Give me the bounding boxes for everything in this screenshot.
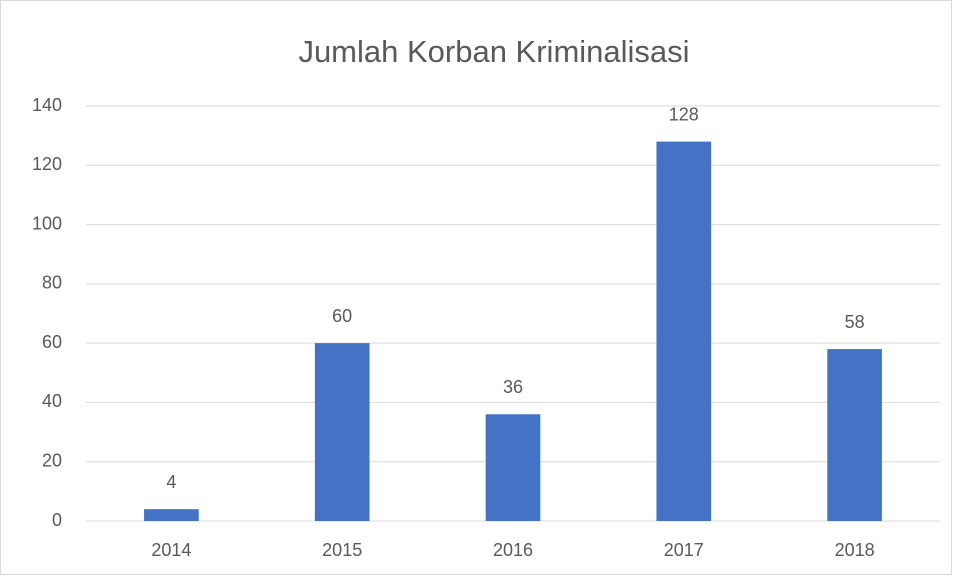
- data-label: 58: [845, 312, 865, 332]
- y-tick-label: 80: [42, 273, 62, 293]
- data-label: 4: [166, 472, 176, 492]
- data-label: 60: [332, 306, 352, 326]
- y-tick-label: 100: [32, 213, 62, 233]
- x-tick-label: 2017: [664, 540, 704, 560]
- bar: [827, 349, 882, 521]
- y-tick-label: 120: [32, 154, 62, 174]
- y-tick-label: 0: [52, 510, 62, 530]
- x-tick-label: 2016: [493, 540, 533, 560]
- y-tick-label: 60: [42, 332, 62, 352]
- y-tick-label: 20: [42, 450, 62, 470]
- bar: [144, 509, 199, 521]
- x-tick-label: 2018: [835, 540, 875, 560]
- bar: [485, 414, 541, 521]
- bar: [656, 141, 712, 522]
- data-label: 128: [669, 104, 699, 124]
- data-label: 36: [503, 377, 523, 397]
- chart-title: Jumlah Korban Kriminalisasi: [298, 34, 689, 69]
- x-tick-label: 2015: [322, 540, 362, 560]
- y-tick-label: 140: [32, 95, 62, 115]
- bar: [314, 343, 370, 521]
- x-tick-label: 2014: [151, 540, 191, 560]
- y-tick-label: 40: [42, 391, 62, 411]
